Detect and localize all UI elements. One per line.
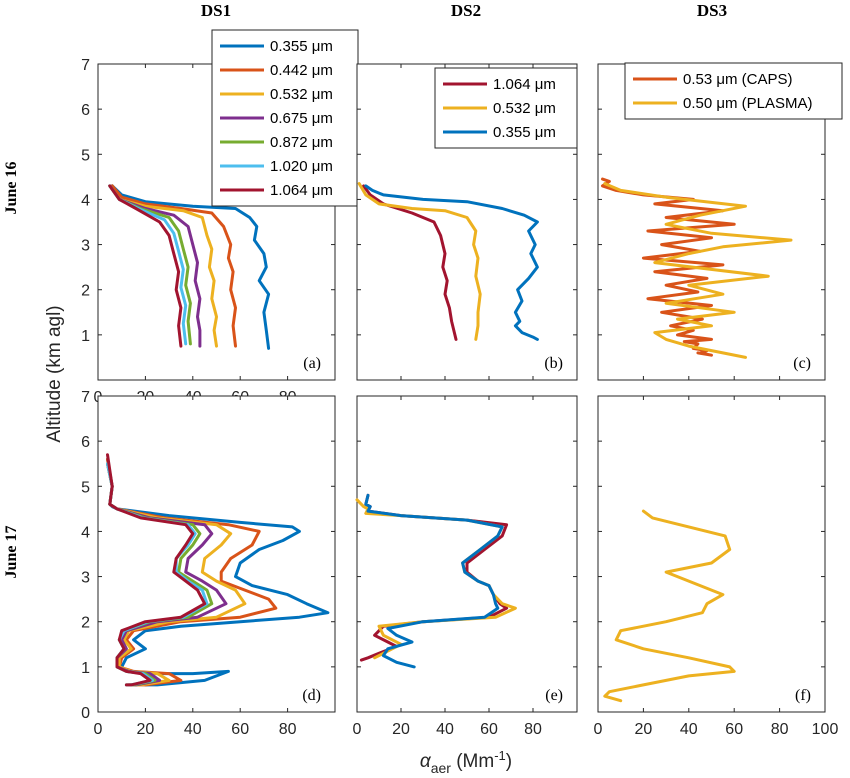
x-tick-label: 20 bbox=[137, 721, 155, 738]
series-line-e-2 bbox=[364, 493, 504, 669]
legend-entry: 1.064 μm bbox=[493, 76, 556, 93]
x-tick-label: 80 bbox=[279, 721, 297, 738]
y-tick-label: 6 bbox=[81, 102, 90, 119]
legend-entry: 0.532 μm bbox=[270, 86, 333, 103]
y-tick-label: 5 bbox=[81, 147, 90, 164]
axes-box-d bbox=[97, 395, 336, 713]
x-tick-label: 60 bbox=[231, 721, 249, 738]
legend-entry: 0.872 μm bbox=[270, 134, 333, 151]
panel-f: 0 20 40 60 80 100 (f) bbox=[594, 395, 839, 738]
y-tick-label: 3 bbox=[81, 570, 90, 587]
x-tick-label: 20 bbox=[392, 721, 410, 738]
column-header-ds2: DS2 bbox=[451, 1, 481, 20]
series-line-c-0 bbox=[601, 177, 736, 357]
legend-entry: 0.50 μm (PLASMA) bbox=[683, 95, 813, 112]
legend-a: 0.355 μm 0.442 μm 0.532 μm 0.675 μm 0.872 μm… bbox=[211, 29, 359, 207]
y-tick-label: 0 bbox=[81, 705, 90, 722]
y-tick-label: 3 bbox=[81, 238, 90, 255]
x-tick-label: 0 bbox=[353, 721, 362, 738]
x-tick-label: 80 bbox=[771, 721, 789, 738]
axes-box-e bbox=[356, 395, 578, 713]
series-line-a-3 bbox=[108, 184, 202, 348]
x-tick-label: 60 bbox=[725, 721, 743, 738]
panel-letter-e: (e) bbox=[545, 687, 563, 704]
y-tick-label: 6 bbox=[81, 434, 90, 451]
y-tick-label: 5 bbox=[81, 479, 90, 496]
x-axis-label-subscript: aer bbox=[431, 760, 452, 776]
series-line-b-2 bbox=[364, 184, 539, 341]
panel-letter-a: (a) bbox=[303, 355, 321, 372]
y-tick-label: 2 bbox=[81, 283, 90, 300]
series-line-c-1 bbox=[603, 182, 793, 359]
x-axis-label: αaer (Mm-1) bbox=[420, 748, 512, 776]
panels: 0204060801234567(a)0.355 μm0.442 μm0.532… bbox=[81, 29, 843, 738]
y-tick-label: 4 bbox=[81, 524, 90, 541]
x-tick-label: 0 bbox=[94, 721, 103, 738]
series-line-b-1 bbox=[357, 182, 482, 341]
legend-entry: 1.064 μm bbox=[270, 182, 333, 199]
x-tick-label: 0 bbox=[594, 721, 603, 738]
y-tick-label: 4 bbox=[81, 192, 90, 209]
row-label-june16: June 16 bbox=[3, 162, 20, 215]
column-header-ds1: DS1 bbox=[201, 1, 231, 20]
x-tick-label: 60 bbox=[480, 721, 498, 738]
series-line-d-6 bbox=[106, 453, 207, 687]
legend-entry: 0.355 μm bbox=[493, 124, 556, 141]
panel-e: 0 20 40 60 80(e) bbox=[353, 395, 578, 738]
x-tick-label: 40 bbox=[436, 721, 454, 738]
row-label-june17: June 17 bbox=[3, 526, 20, 579]
column-header-ds3: DS3 bbox=[697, 1, 727, 20]
series-line-f-0 bbox=[603, 509, 736, 703]
x-tick-label: 80 bbox=[524, 721, 542, 738]
legend-entry: 0.442 μm bbox=[270, 62, 333, 79]
legend-entry: 1.020 μm bbox=[270, 158, 333, 175]
panel-letter-f: (f) bbox=[795, 687, 811, 704]
legend-b: 1.064 μm 0.532 μm 0.355 μm bbox=[434, 67, 578, 149]
x-axis-label-close: ) bbox=[506, 751, 512, 772]
series-line-a-0 bbox=[110, 184, 271, 350]
y-tick-label: 7 bbox=[81, 57, 90, 74]
y-tick-label: 2 bbox=[81, 615, 90, 632]
x-tick-label: 100 bbox=[812, 721, 839, 738]
legend-box bbox=[624, 62, 843, 120]
y-tick-label: 7 bbox=[81, 389, 90, 406]
panel-letter-d: (d) bbox=[302, 687, 321, 704]
legend-entry: 0.675 μm bbox=[270, 110, 333, 127]
x-axis-label-symbol: α bbox=[420, 751, 432, 772]
legend-entry: 0.532 μm bbox=[493, 100, 556, 117]
legend-entry: 0.355 μm bbox=[270, 38, 333, 55]
y-tick-label: 1 bbox=[81, 660, 90, 677]
y-axis-label: Altitude (km agl) bbox=[44, 305, 65, 442]
legend-c: 0.53 μm (CAPS) 0.50 μm (PLASMA) bbox=[624, 62, 843, 120]
panel-letter-b: (b) bbox=[544, 355, 563, 372]
panel-letter-c: (c) bbox=[793, 355, 811, 372]
panel-d: 0 20 40 60 80 0 1 2 3 4 5 6 7 (d) bbox=[81, 389, 336, 738]
legend-entry: 0.53 μm (CAPS) bbox=[683, 71, 793, 88]
x-axis-label-units: (Mm bbox=[451, 751, 494, 772]
series-line-a-1 bbox=[110, 184, 237, 348]
axes-box-f bbox=[597, 395, 826, 713]
series-line-a-2 bbox=[108, 184, 218, 348]
x-axis-label-superscript: -1 bbox=[494, 748, 506, 763]
series-line-a-6 bbox=[108, 184, 183, 348]
y-tick-label: 1 bbox=[81, 328, 90, 345]
x-tick-label: 20 bbox=[635, 721, 653, 738]
x-tick-label: 40 bbox=[680, 721, 698, 738]
x-tick-label: 40 bbox=[184, 721, 202, 738]
